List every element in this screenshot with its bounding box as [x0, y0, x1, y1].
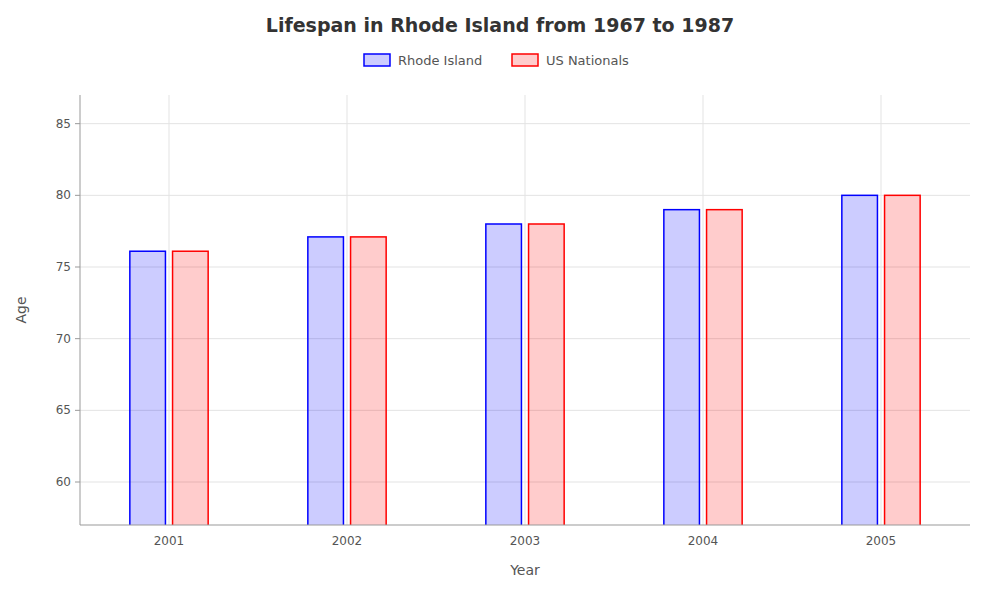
- y-axis-label: Age: [13, 296, 29, 323]
- y-tick: [75, 195, 80, 196]
- x-grid-line: [347, 95, 348, 525]
- x-grid-line: [169, 95, 170, 525]
- title: Lifespan in Rhode Island from 1967 to 19…: [266, 14, 734, 36]
- y-tick: [75, 123, 80, 124]
- bar: [351, 237, 387, 525]
- bar: [885, 195, 921, 525]
- bar: [529, 224, 565, 525]
- x-tick-label: 2001: [154, 534, 185, 548]
- y-tick-label: 60: [56, 475, 71, 489]
- chart: 60 65 70 75 80 85 2001 2002 2003 2004 2005 Lifespan…: [0, 0, 1000, 600]
- bars: [130, 195, 920, 525]
- bar: [842, 195, 878, 525]
- bar: [664, 210, 700, 525]
- y-tick-label: 75: [56, 260, 71, 274]
- y-tick-label: 65: [56, 403, 71, 417]
- y-tick: [75, 267, 80, 268]
- x-tick-label: 2004: [688, 534, 719, 548]
- bar: [173, 251, 209, 525]
- x-grid-line: [525, 95, 526, 525]
- legend-label: Rhode Island: [398, 53, 482, 68]
- y-tick: [75, 410, 80, 411]
- x-tick-label: 2002: [332, 534, 363, 548]
- bar: [486, 224, 522, 525]
- legend-swatch: [364, 54, 390, 66]
- x-tick-label: 2005: [866, 534, 897, 548]
- x-grid-line: [703, 95, 704, 525]
- x-axis-label: Year: [509, 562, 540, 578]
- y-tick-label: 70: [56, 332, 71, 346]
- bar: [308, 237, 344, 525]
- legend-label: US Nationals: [546, 53, 629, 68]
- x-axis-line: [80, 525, 970, 526]
- bar: [707, 210, 743, 525]
- legend-swatch: [512, 54, 538, 66]
- y-axis-line: [80, 95, 81, 525]
- y-tick-label: 85: [56, 117, 71, 131]
- y-tick: [75, 482, 80, 483]
- bar: [130, 251, 166, 525]
- y-tick-label: 80: [56, 188, 71, 202]
- x-tick-label: 2003: [510, 534, 541, 548]
- legend: Rhode Island US Nationals: [364, 53, 629, 68]
- y-tick: [75, 338, 80, 339]
- x-grid-line: [881, 95, 882, 525]
